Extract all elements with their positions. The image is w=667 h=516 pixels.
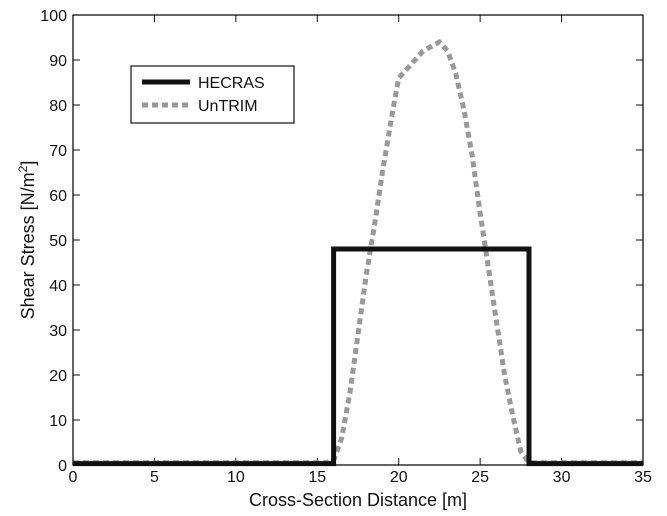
y-tick-label: 0 — [58, 458, 67, 475]
y-axis-label-main: Shear Stress [N/m — [18, 172, 38, 319]
x-tick-label: 5 — [150, 469, 159, 486]
series-layer — [73, 38, 643, 467]
x-tick-label: 35 — [634, 469, 652, 486]
y-tick-label: 90 — [49, 53, 67, 70]
plot-frame — [72, 14, 644, 466]
legend-box — [130, 65, 295, 124]
x-tick-label: 25 — [471, 469, 489, 486]
y-axis-label-superscript: 2 — [16, 165, 30, 172]
y-tick-label: 20 — [49, 368, 67, 385]
y-tick-label: 40 — [49, 278, 67, 295]
legend: HECRAS UnTRIM — [130, 65, 295, 124]
x-tick-label: 10 — [227, 469, 245, 486]
y-axis-label: Shear Stress [N/m2] — [16, 161, 38, 320]
y-tick-label: 100 — [40, 8, 67, 25]
series-line-hecras — [73, 246, 643, 467]
x-axis-label: Cross-Section Distance [m] — [249, 490, 467, 510]
y-tick-label: 50 — [49, 233, 67, 250]
y-tick-label: 60 — [49, 188, 67, 205]
y-tick-label: 80 — [49, 98, 67, 115]
x-tick-label: 30 — [553, 469, 571, 486]
x-tick-label: 20 — [390, 469, 408, 486]
series-line-untrim — [73, 38, 643, 466]
legend-label-hecras: HECRAS — [198, 75, 265, 92]
y-tick-label: 30 — [49, 323, 67, 340]
x-tick-label: 15 — [308, 469, 326, 486]
y-tick-label: 70 — [49, 143, 67, 160]
x-tick-label: 0 — [69, 469, 78, 486]
legend-label-untrim: UnTRIM — [198, 98, 258, 115]
y-tick-label: 10 — [49, 413, 67, 430]
y-axis-label-end: ] — [18, 161, 38, 166]
tick-labels: 0 5 10 15 20 25 30 35 0 10 20 30 40 50 60 70 80 90 100 — [40, 8, 652, 486]
